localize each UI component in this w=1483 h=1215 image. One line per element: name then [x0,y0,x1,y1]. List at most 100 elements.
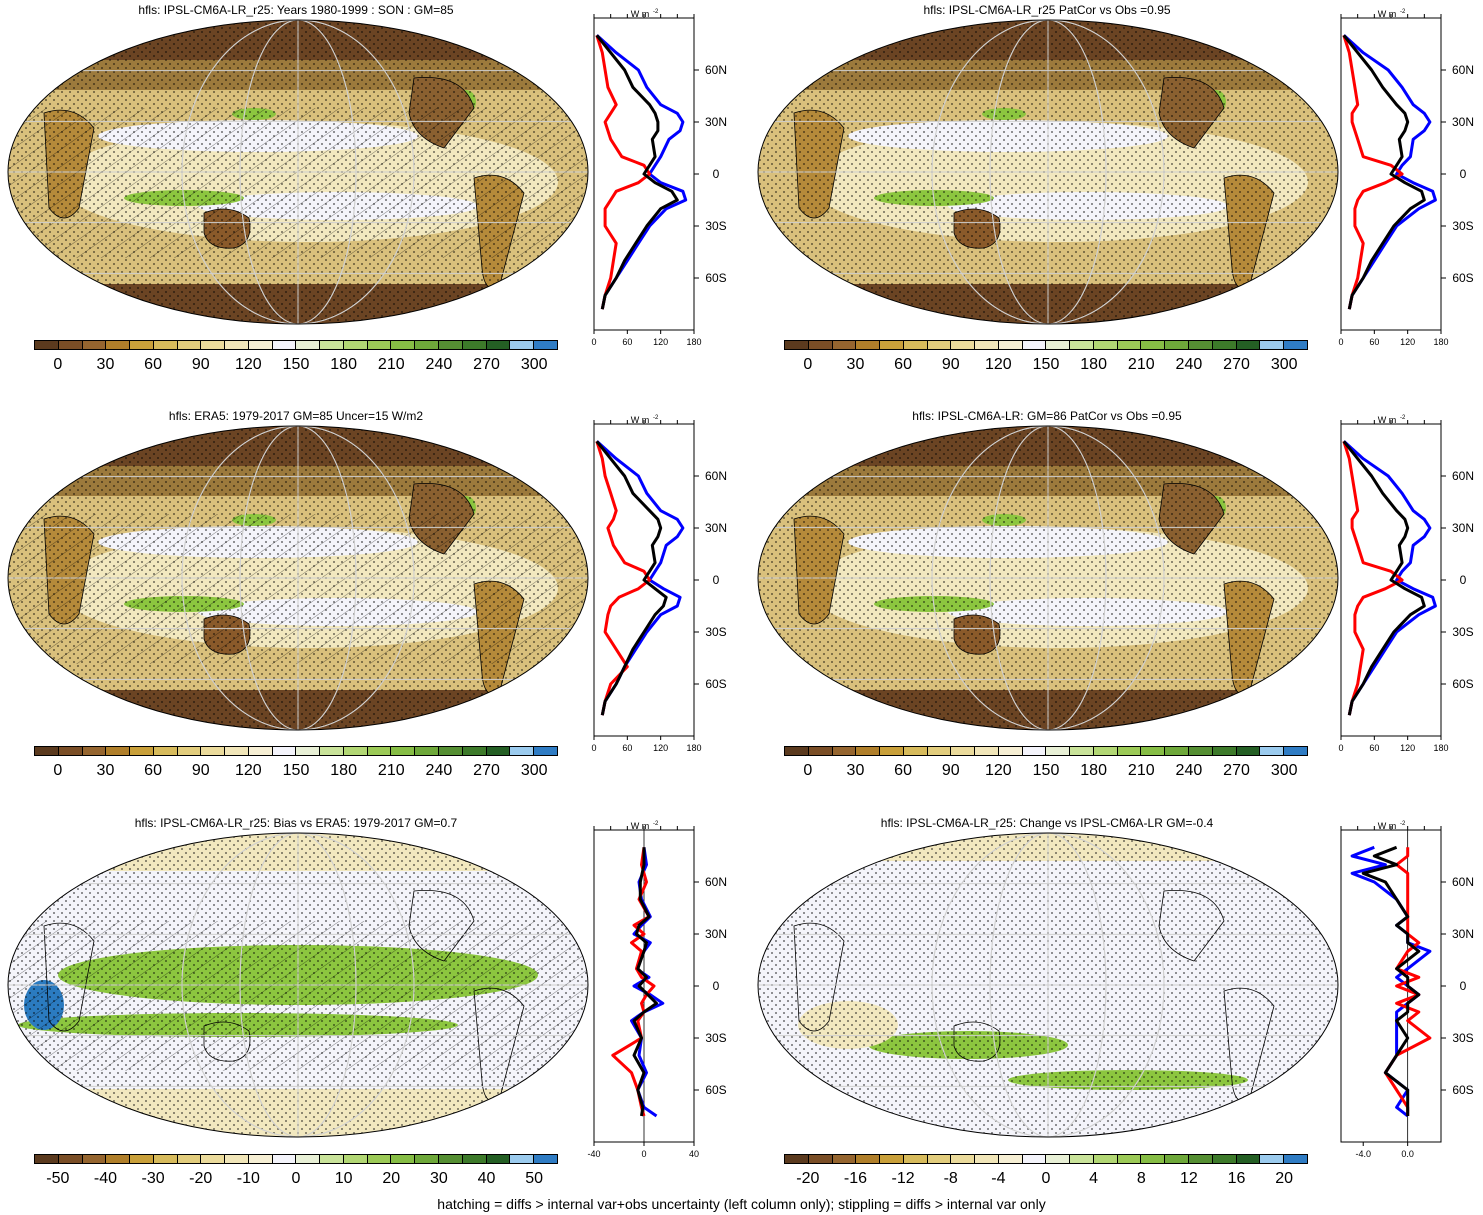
colorbar-swatch [1284,1155,1307,1163]
zonal-ytick-label: 30S [705,1031,726,1045]
colorbar-swatch [1212,1155,1237,1163]
colorbar-tick-label: -30 [141,1170,165,1187]
zonal-ytick-label: 60S [1452,1083,1473,1097]
zonal-ytick-label: 60N [705,469,727,483]
colorbar-swatch [1236,747,1261,755]
zonal-mean-plot: W m -2 60N 30N 0 30S 60S -4.0 0.0 [1340,821,1474,1159]
colorbar-swatch [296,747,321,755]
colorbar-swatch [1070,341,1094,349]
zonal-unit-exponent: -2 [653,9,659,15]
colorbar-tick-label: 120 [235,762,262,779]
colorbar-tick-label: 50 [525,1170,544,1187]
zonal-ytick-label: 30N [705,927,727,941]
colorbar-swatch [320,1155,344,1163]
colorbar-tick-label: -20 [796,1170,820,1187]
colorbar-tick-label: -16 [843,1170,868,1187]
colorbar-tick-label: -12 [891,1170,915,1187]
zonal-ytick-label: 60N [705,875,727,889]
colorbar-tick-label: 150 [1032,356,1060,373]
zonal-ytick-label: 60S [1452,677,1473,691]
zonal-xtick-label: 120 [1400,743,1415,753]
colorbar-swatch [951,747,976,755]
colorbar-swatch [320,747,344,755]
colorbar-tick-label: 0 [803,762,813,779]
zonal-series-line [595,440,668,716]
colorbar-tick-label: 120 [235,356,262,373]
colorbar-swatch [534,341,557,349]
colorbar-swatch [880,341,904,349]
colorbar-swatch [106,1155,131,1163]
colorbar-swatch [998,341,1023,349]
colorbar-swatch [35,747,59,755]
colorbar-tick-label: 210 [1127,356,1155,373]
colorbar-tick-label: 60 [144,762,162,779]
colorbar-swatch [415,341,440,349]
zonal-series-line [595,440,685,716]
colorbar-tick-label: 0 [53,762,63,779]
colorbar-swatch [1093,341,1118,349]
zonal-ytick-label: 30S [1452,219,1473,233]
world-map [757,832,1339,1138]
zonal-unit-exponent: -2 [1400,415,1406,421]
colorbar-swatch [998,1155,1023,1163]
colorbar-tick-label: 150 [282,762,310,779]
zonal-ytick-label: 30S [1452,1031,1473,1045]
panel-title: hfls: IPSL-CM6A-LR_r25: Bias vs ERA5: 19… [134,816,458,830]
colorbar-swatch [856,341,881,349]
colorbar-swatch [880,1155,904,1163]
colorbar-swatch [82,747,107,755]
colorbar-tick-label: 210 [377,762,405,779]
colorbar-swatch [998,747,1023,755]
colorbar-tick-label: 120 [985,356,1012,373]
colorbar-swatch [1141,1155,1166,1163]
colorbar-tick-label: 60 [894,762,912,779]
zonal-ytick-label: 0 [1460,573,1467,587]
zonal-ytick-label: 60N [1452,469,1474,483]
zonal-mean-plot: W m -2 60N 30N 0 30S 60S 0 60 120 180 [1338,415,1474,753]
colorbar-tick-label: 30 [96,762,115,779]
colorbar-swatch [153,1155,178,1163]
colorbar-swatch [808,1155,833,1163]
colorbar-swatch [510,341,535,349]
colorbar-tick-label: 60 [894,356,912,373]
colorbar-tick-label: -40 [93,1170,118,1187]
colorbar-tick-label: 20 [382,1170,401,1187]
world-map [7,19,589,325]
colorbar-swatch [272,341,297,349]
colorbar-swatch [415,747,440,755]
colorbar-tick-label: 12 [1180,1170,1198,1187]
zonal-plot-frame [1340,829,1442,1143]
colorbar-swatch [927,1155,952,1163]
colorbar-swatch [106,341,131,349]
zonal-xtick-label: 0 [1338,743,1343,753]
colorbar-swatch [296,341,321,349]
colorbar-swatch [462,1155,487,1163]
colorbar-swatch [510,1155,535,1163]
colorbar-swatch [201,1155,226,1163]
world-map [757,19,1339,325]
colorbar-swatch [272,1155,297,1163]
zonal-unit-label: W m [1378,821,1397,831]
zonal-mean-plot: W m -2 60N 30N 0 30S 60S -40 0 40 [587,821,727,1159]
colorbar-tick-label: 270 [473,762,500,779]
zonal-unit-exponent: -2 [1400,9,1406,15]
zonal-series-line [1342,34,1437,310]
colorbar-tick-label: 300 [520,356,548,373]
colorbar-swatch [201,747,226,755]
colorbar-swatch [225,747,249,755]
colorbar [784,746,1308,756]
colorbar-swatch [1070,747,1094,755]
colorbar-swatch [975,341,999,349]
colorbar-tick-label: 240 [425,762,453,779]
colorbar-swatch [391,747,416,755]
colorbar-swatch [1236,1155,1261,1163]
zonal-xtick-label: 120 [1400,337,1415,347]
colorbar-swatch [343,747,368,755]
colorbar-swatch [1284,341,1307,349]
colorbar-swatch [1093,1155,1118,1163]
colorbar-tick-label: 8 [1136,1170,1146,1187]
colorbar [34,1154,558,1164]
colorbar-swatch [248,1155,273,1163]
colorbar-tick-label: 300 [520,762,548,779]
zonal-unit-exponent: -2 [653,821,659,827]
